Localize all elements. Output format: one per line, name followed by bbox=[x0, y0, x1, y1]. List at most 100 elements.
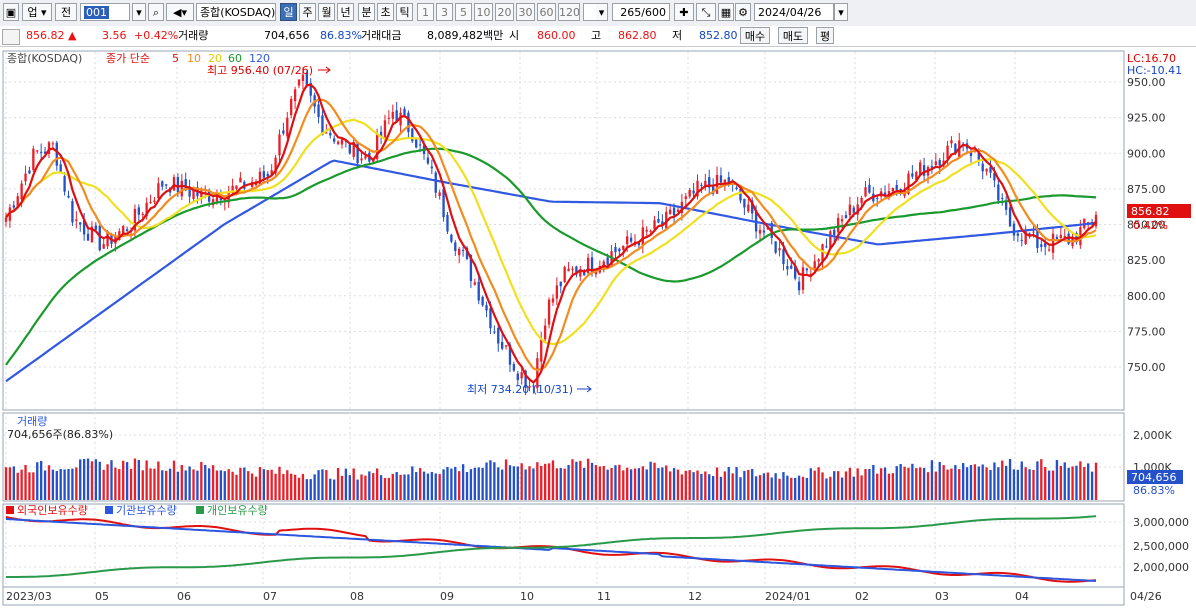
low-label: 저 bbox=[672, 29, 683, 42]
candle-body bbox=[571, 268, 574, 270]
candle-body bbox=[778, 248, 781, 251]
volume-bar bbox=[340, 475, 344, 500]
candle-body bbox=[493, 331, 496, 333]
interval-60[interactable]: 60 bbox=[537, 3, 556, 21]
interval-120[interactable]: 120 bbox=[558, 3, 580, 21]
candle-body bbox=[446, 214, 449, 232]
candle-body bbox=[47, 142, 51, 155]
count-field[interactable]: 265/600 bbox=[612, 3, 670, 21]
candle-body bbox=[262, 171, 266, 178]
volume-bar bbox=[715, 467, 719, 500]
volume-bar bbox=[387, 477, 391, 500]
low-annotation: 최저 734.20 (10/31) bbox=[467, 383, 573, 396]
volume-bar bbox=[954, 465, 957, 500]
candle-body bbox=[735, 187, 738, 190]
period-tick-tab[interactable]: 틱 bbox=[396, 3, 413, 21]
period-second-tab[interactable]: 초 bbox=[377, 3, 394, 21]
period-minute-tab[interactable]: 분 bbox=[358, 3, 375, 21]
interval-3[interactable]: 3 bbox=[436, 3, 453, 21]
volume-bar bbox=[969, 465, 973, 500]
volume-bar bbox=[106, 464, 109, 500]
candle-body bbox=[98, 225, 101, 251]
candle-body bbox=[207, 191, 211, 202]
interval-20[interactable]: 20 bbox=[495, 3, 514, 21]
volume-bar bbox=[317, 470, 320, 500]
volume-bar bbox=[883, 467, 887, 500]
candle-body bbox=[411, 128, 414, 142]
volume-bar bbox=[141, 470, 144, 500]
volume-bar bbox=[680, 474, 684, 500]
candle-body bbox=[489, 308, 492, 329]
volume-bar bbox=[723, 471, 727, 500]
volume-bar bbox=[485, 462, 488, 500]
period-day-tab[interactable]: 일 bbox=[280, 3, 297, 21]
average-button[interactable]: 평 bbox=[816, 27, 834, 44]
volume-bars bbox=[4, 458, 1098, 500]
chart-area[interactable]: 950.00 925.00 900.00 875.00 850.00 825.00 800.… bbox=[0, 47, 1196, 611]
interval-10[interactable]: 10 bbox=[474, 3, 493, 21]
crosshair-icon[interactable]: ✚ bbox=[674, 3, 694, 21]
sound-icon[interactable]: ◀▾ bbox=[166, 3, 194, 21]
date-input[interactable]: 2024/04/26 bbox=[754, 3, 834, 21]
volume-bar bbox=[39, 460, 43, 500]
volume-bar bbox=[383, 477, 387, 500]
candle-body bbox=[258, 171, 262, 185]
low-arrow-icon bbox=[577, 385, 592, 393]
period-week-tab[interactable]: 주 bbox=[299, 3, 316, 21]
volume-bar bbox=[94, 459, 98, 500]
period-month-tab[interactable]: 월 bbox=[318, 3, 335, 21]
volume-bar bbox=[188, 466, 191, 500]
period-button[interactable]: 전 bbox=[55, 3, 77, 21]
candle-body bbox=[668, 209, 672, 214]
code-dropdown-icon[interactable]: ▾ bbox=[132, 3, 146, 21]
volume-bar bbox=[559, 468, 562, 500]
interval-1[interactable]: 1 bbox=[417, 3, 434, 21]
volume-bar bbox=[250, 473, 254, 500]
candle-body bbox=[67, 195, 70, 198]
interval-5[interactable]: 5 bbox=[455, 3, 472, 21]
volume-bar bbox=[473, 467, 476, 500]
volume-bar bbox=[516, 466, 519, 500]
candle-body bbox=[86, 233, 90, 241]
candle-body bbox=[504, 345, 508, 347]
candle-body bbox=[567, 268, 570, 272]
search-icon[interactable]: ⌕ bbox=[148, 3, 164, 21]
code-input[interactable]: 001 bbox=[80, 3, 130, 21]
window-menu-icon[interactable]: ▣ bbox=[3, 3, 19, 21]
buy-button[interactable]: 매수 bbox=[740, 27, 770, 44]
volume-bar bbox=[157, 461, 160, 500]
volume-bar bbox=[809, 468, 812, 500]
draw-tool-icon[interactable]: ⤡ bbox=[696, 3, 716, 21]
volume-bar bbox=[598, 466, 602, 500]
candle-body bbox=[122, 226, 125, 235]
amount-label: 거래대금 bbox=[361, 29, 402, 42]
volume-bar bbox=[352, 468, 355, 500]
candle-body bbox=[930, 166, 934, 168]
sell-button[interactable]: 매도 bbox=[778, 27, 808, 44]
candle-body bbox=[583, 271, 586, 276]
volume-bar bbox=[622, 470, 625, 500]
interval-30[interactable]: 30 bbox=[516, 3, 535, 21]
candle-body bbox=[516, 373, 519, 381]
candle-body bbox=[141, 213, 144, 215]
gear-icon[interactable]: ⚙ bbox=[735, 3, 751, 21]
calendar-icon[interactable]: ▾ bbox=[834, 3, 848, 21]
volume-bar bbox=[278, 466, 281, 500]
chart-option-icon[interactable] bbox=[2, 29, 20, 45]
save-icon[interactable]: ▦ bbox=[718, 3, 734, 21]
low-value: 852.80 bbox=[699, 29, 738, 42]
period-year-tab[interactable]: 년 bbox=[337, 3, 354, 21]
volume-bar bbox=[985, 467, 988, 500]
volume-bar bbox=[1047, 470, 1051, 500]
ma20-label: 20 bbox=[208, 52, 222, 65]
candle-body bbox=[36, 150, 39, 152]
volume-bar bbox=[1090, 471, 1094, 500]
candle-body bbox=[528, 386, 531, 388]
candle-body bbox=[485, 305, 488, 311]
volume-bar bbox=[71, 468, 74, 500]
stock-chart[interactable]: 950.00 925.00 900.00 875.00 850.00 825.00 800.… bbox=[0, 47, 1196, 611]
market-select[interactable]: 업 ▾ bbox=[22, 3, 52, 21]
candle-body bbox=[348, 144, 351, 154]
interval-dropdown-icon[interactable]: ▾ bbox=[596, 3, 608, 21]
volume-bar bbox=[258, 467, 262, 500]
